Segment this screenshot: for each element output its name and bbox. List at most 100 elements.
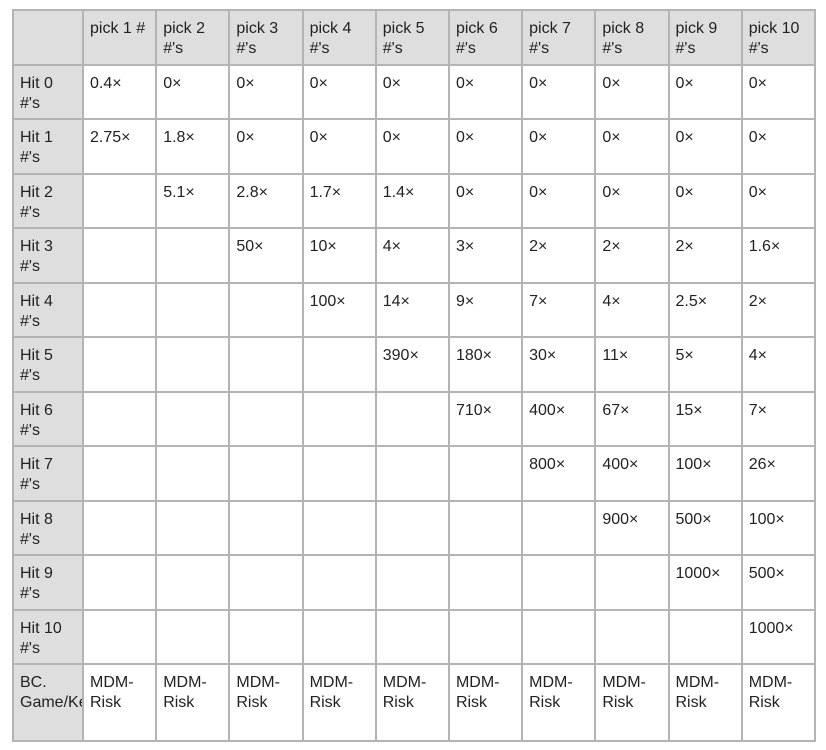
empty-cell — [228, 445, 304, 502]
table-cell: 180× — [447, 336, 524, 393]
table-cell: MDM-Risk — [81, 663, 158, 742]
row-label: Hit 8 #'s — [12, 499, 84, 556]
empty-cell — [228, 281, 304, 338]
empty-cell — [301, 554, 377, 611]
column-header: pick 8 #'s — [594, 9, 670, 66]
table-row: BC. Game/KenoMDM-RiskMDM-RiskMDM-RiskMDM… — [12, 663, 817, 742]
column-header: pick 4 #'s — [301, 9, 377, 66]
empty-cell — [155, 281, 231, 338]
table-cell: MDM-Risk — [594, 663, 670, 742]
table-cell: 11× — [594, 336, 670, 393]
table-cell: 0× — [667, 63, 743, 120]
table-cell: 0× — [740, 118, 817, 175]
empty-cell — [301, 390, 377, 447]
table-cell: 500× — [667, 499, 743, 556]
table-cell: 1.8× — [155, 118, 231, 175]
table-cell: 0× — [374, 118, 450, 175]
table-cell: 0× — [594, 118, 670, 175]
column-header: pick 7 #'s — [521, 9, 597, 66]
table-cell: 1000× — [740, 608, 817, 665]
table-row: Hit 6 #'s 710× 400× 67× 15× 7× — [12, 390, 817, 447]
table-cell: 0× — [301, 118, 377, 175]
column-header: pick 6 #'s — [447, 9, 524, 66]
table-cell: 0.4× — [81, 63, 158, 120]
table-row: Hit 7 #'s 800× 400× 100× 26× — [12, 445, 817, 502]
empty-cell — [228, 608, 304, 665]
table-cell: MDM-Risk — [740, 663, 817, 742]
empty-cell — [374, 390, 450, 447]
empty-cell — [374, 554, 450, 611]
table-cell: 7× — [740, 390, 817, 447]
table-cell: 4× — [740, 336, 817, 393]
empty-cell — [594, 554, 670, 611]
row-label: Hit 2 #'s — [12, 172, 84, 229]
empty-cell — [155, 608, 231, 665]
empty-cell — [155, 554, 231, 611]
empty-cell — [228, 554, 304, 611]
table-cell: MDM-Risk — [447, 663, 524, 742]
table-cell: 67× — [594, 390, 670, 447]
empty-cell — [81, 390, 158, 447]
table-cell: 30× — [521, 336, 597, 393]
empty-cell — [81, 336, 158, 393]
row-label: Hit 10 #'s — [12, 608, 84, 665]
table-cell: 2× — [740, 281, 817, 338]
table-cell: 9× — [447, 281, 524, 338]
table-cell: 500× — [740, 554, 817, 611]
table-cell: 15× — [667, 390, 743, 447]
table-cell: 26× — [740, 445, 817, 502]
table-row: Hit 8 #'s 900× 500× 100× — [12, 499, 817, 556]
table-cell: 100× — [301, 281, 377, 338]
table-cell: 2× — [594, 227, 670, 284]
table-cell: 0× — [667, 172, 743, 229]
table-cell: 2× — [521, 227, 597, 284]
table-cell: 50× — [228, 227, 304, 284]
table-cell: 0× — [301, 63, 377, 120]
table-cell: 5× — [667, 336, 743, 393]
row-label: Hit 3 #'s — [12, 227, 84, 284]
table-cell: 0× — [521, 63, 597, 120]
table-cell: 3× — [447, 227, 524, 284]
empty-cell — [521, 499, 597, 556]
empty-cell — [447, 445, 524, 502]
table-cell: 0× — [594, 63, 670, 120]
column-header: pick 5 #'s — [374, 9, 450, 66]
empty-cell — [155, 390, 231, 447]
table-cell: 4× — [374, 227, 450, 284]
empty-cell — [81, 554, 158, 611]
empty-cell — [155, 445, 231, 502]
empty-cell — [447, 499, 524, 556]
table-cell: MDM-Risk — [228, 663, 304, 742]
empty-cell — [594, 608, 670, 665]
table-row: Hit 4 #'s 100× 14× 9× 7× 4× 2.5× 2× — [12, 281, 817, 338]
row-label: Hit 1 #'s — [12, 118, 84, 175]
table-cell: MDM-Risk — [667, 663, 743, 742]
column-header: pick 10 #'s — [740, 9, 817, 66]
empty-cell — [521, 554, 597, 611]
table-cell: 1000× — [667, 554, 743, 611]
empty-cell — [228, 390, 304, 447]
row-label: Hit 7 #'s — [12, 445, 84, 502]
table-cell: 2.8× — [228, 172, 304, 229]
table-cell: 0× — [521, 118, 597, 175]
empty-cell — [81, 172, 158, 229]
table-cell: 400× — [521, 390, 597, 447]
empty-cell — [374, 445, 450, 502]
empty-cell — [374, 608, 450, 665]
table-cell: 0× — [447, 63, 524, 120]
empty-cell — [447, 608, 524, 665]
row-label: Hit 9 #'s — [12, 554, 84, 611]
empty-cell — [521, 608, 597, 665]
table-row: Hit 5 #'s 390× 180× 30× 11× 5× 4× — [12, 336, 817, 393]
table-cell: 0× — [594, 172, 670, 229]
table-cell: 400× — [594, 445, 670, 502]
table-row: Hit 0 #'s 0.4× 0× 0× 0× 0× 0× 0× 0× 0× 0× — [12, 63, 817, 120]
table-cell: 800× — [521, 445, 597, 502]
empty-cell — [81, 281, 158, 338]
empty-cell — [81, 227, 158, 284]
table-cell: 1.4× — [374, 172, 450, 229]
table-cell: MDM-Risk — [374, 663, 450, 742]
table-cell: MDM-Risk — [155, 663, 231, 742]
table-cell: 0× — [740, 172, 817, 229]
